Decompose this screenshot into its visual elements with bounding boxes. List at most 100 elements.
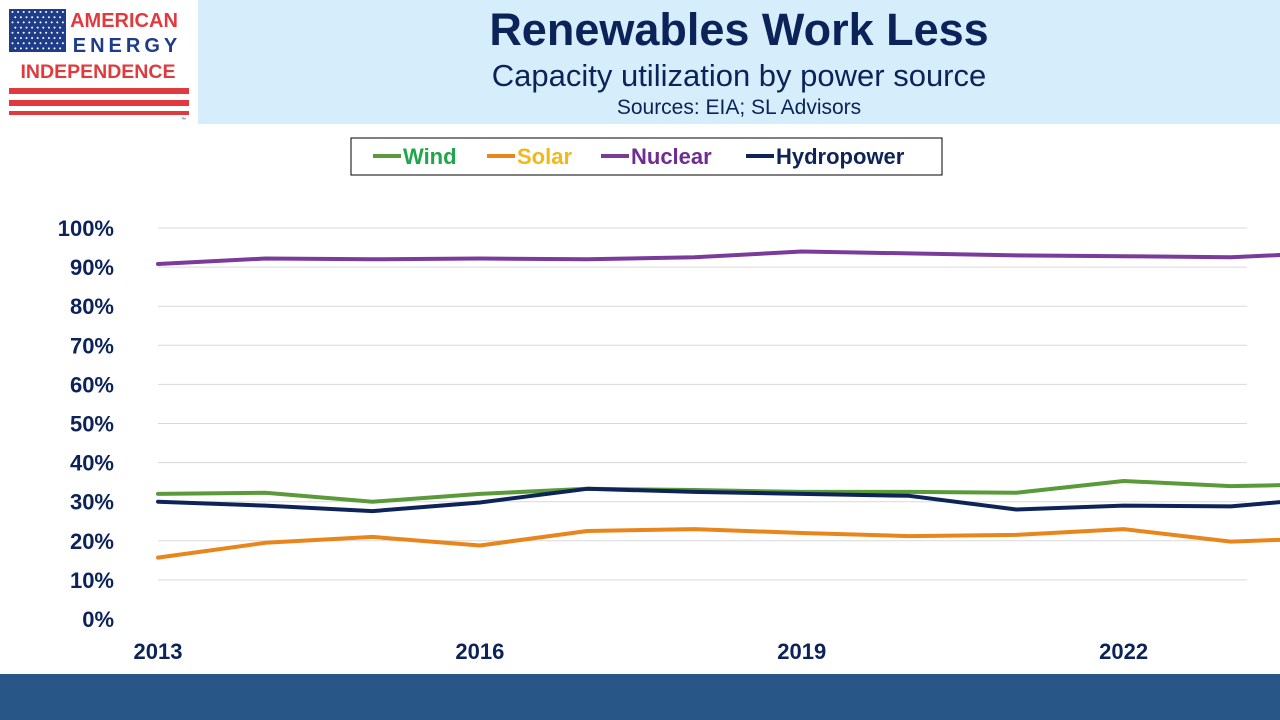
flag-star xyxy=(25,26,28,29)
flag-star xyxy=(31,37,34,39)
legend-label-nuclear: Nuclear xyxy=(631,144,712,169)
flag-star xyxy=(59,16,62,19)
logo-line-american: AMERICAN xyxy=(70,10,178,32)
flag-star xyxy=(50,42,53,45)
american-energy-independence-logo: AMERICAN ENERGY INDEPENDENCE ™ xyxy=(0,0,198,124)
y-tick-label: 50% xyxy=(70,412,114,437)
flag-star xyxy=(11,31,14,34)
flag-star xyxy=(22,21,25,24)
flag-star xyxy=(61,11,64,13)
line-chart: Wind Solar Nuclear Hydropower 0% 10% 20% 30% 40… xyxy=(58,137,1280,664)
flag-star xyxy=(56,31,59,34)
y-tick-label: 60% xyxy=(70,372,114,397)
y-tick-label: 30% xyxy=(70,490,114,515)
flag-star xyxy=(47,16,50,19)
flag-star xyxy=(33,21,36,24)
flag-star xyxy=(11,11,14,13)
flag-star xyxy=(50,31,53,34)
flag-star xyxy=(42,37,45,39)
flag-star xyxy=(59,37,62,39)
flag-star xyxy=(53,47,56,50)
flag-star xyxy=(53,26,56,29)
y-axis-tick-labels: 0% 10% 20% 30% 40% 50% 60% 70% 80% 90% 100% xyxy=(58,216,114,632)
flag-star xyxy=(17,31,20,34)
flag-star xyxy=(42,47,45,50)
sources-note: Sources: EIA; SL Advisors xyxy=(616,96,862,119)
flag-star xyxy=(22,31,25,34)
flag-star xyxy=(39,11,42,13)
flag-star xyxy=(19,16,22,19)
y-tick-label: 100% xyxy=(58,216,114,241)
flag-star xyxy=(22,11,25,13)
x-tick-label: 2019 xyxy=(777,639,826,664)
y-tick-label: 90% xyxy=(70,255,114,280)
legend: Wind Solar Nuclear Hydropower xyxy=(373,144,905,169)
flag-star xyxy=(19,47,22,50)
y-tick-label: 40% xyxy=(70,451,114,476)
flag-star xyxy=(36,47,39,50)
legend-label-wind: Wind xyxy=(403,144,457,169)
flag-star xyxy=(42,26,45,29)
flag-star xyxy=(59,26,62,29)
legend-label-hydropower: Hydropower xyxy=(776,144,905,169)
y-tick-label: 20% xyxy=(70,529,114,554)
flag-star xyxy=(56,42,59,45)
header-banner xyxy=(0,0,1280,124)
flag-star xyxy=(33,42,36,45)
series-lines xyxy=(156,249,1280,560)
flag-star xyxy=(47,47,50,50)
page-subtitle: Capacity utilization by power source xyxy=(491,58,987,93)
flag-star xyxy=(14,47,17,50)
flag-star xyxy=(11,21,14,24)
x-tick-label: 2022 xyxy=(1099,639,1148,664)
x-tick-label: 2013 xyxy=(134,639,183,664)
flag-star xyxy=(31,47,34,50)
flag-star xyxy=(50,11,53,13)
gridlines xyxy=(158,227,1247,581)
series-line-hydropower xyxy=(156,486,1280,514)
flag-star xyxy=(19,26,22,29)
flag-star xyxy=(17,21,20,24)
flag-star xyxy=(25,37,28,39)
flag-star xyxy=(56,21,59,24)
flag-star xyxy=(28,21,31,24)
flag-star xyxy=(19,37,22,39)
logo-line-independence: INDEPENDENCE xyxy=(21,61,176,83)
legend-box xyxy=(350,137,943,176)
flag-star xyxy=(25,16,28,19)
flag-star xyxy=(25,47,28,50)
flag-star xyxy=(47,37,50,39)
flag-star xyxy=(50,21,53,24)
y-tick-label: 80% xyxy=(70,294,114,319)
trademark-mark: ™ xyxy=(181,117,186,123)
flag-star xyxy=(17,11,20,13)
flag-star xyxy=(28,42,31,45)
legend-label-solar: Solar xyxy=(517,144,572,169)
flag-star xyxy=(45,11,48,13)
x-tick-label: 2016 xyxy=(455,639,504,664)
flag-star xyxy=(36,26,39,29)
flag-star xyxy=(33,31,36,34)
flag-star xyxy=(39,31,42,34)
flag-star xyxy=(59,47,62,50)
series-line-nuclear xyxy=(156,249,1280,266)
flag-star xyxy=(47,26,50,29)
y-tick-label: 10% xyxy=(70,568,114,593)
x-axis-tick-labels: 2013 2016 2019 2022 xyxy=(134,639,1149,664)
flag-star xyxy=(28,31,31,34)
flag-star xyxy=(42,16,45,19)
flag-star xyxy=(61,31,64,34)
flag-star xyxy=(45,21,48,24)
flag-canton xyxy=(9,9,66,52)
y-tick-label: 70% xyxy=(70,333,114,358)
flag-star xyxy=(36,37,39,39)
flag-star xyxy=(22,42,25,45)
flag-star xyxy=(36,16,39,19)
flag-star xyxy=(17,42,20,45)
flag-star xyxy=(31,26,34,29)
flag-star xyxy=(53,16,56,19)
flag-star xyxy=(28,11,31,13)
flag-star xyxy=(33,11,36,13)
flag-star xyxy=(61,42,64,45)
flag-star xyxy=(14,16,17,19)
